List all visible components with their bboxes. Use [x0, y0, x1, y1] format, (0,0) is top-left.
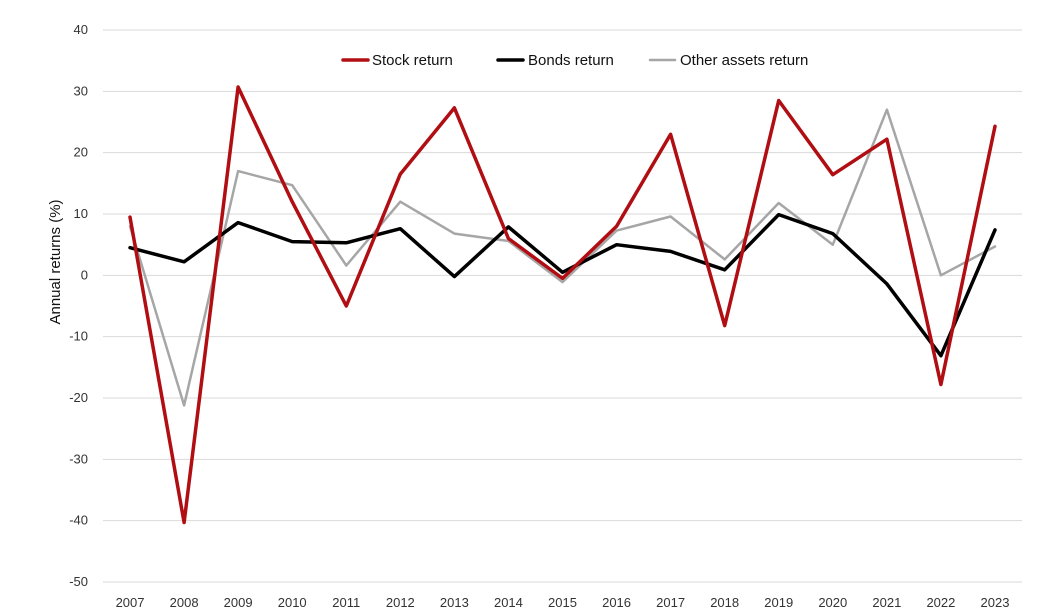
x-tick-label: 2022: [926, 595, 955, 610]
x-tick-label: 2007: [116, 595, 145, 610]
x-tick-label: 2008: [170, 595, 199, 610]
x-tick-label: 2021: [872, 595, 901, 610]
x-tick-label: 2015: [548, 595, 577, 610]
legend-label: Stock return: [372, 52, 453, 69]
y-tick-label: 20: [74, 145, 88, 160]
y-tick-label: 0: [81, 267, 88, 282]
x-tick-label: 2018: [710, 595, 739, 610]
y-axis-tick-labels: 40 30 20 10 0 -10 -20 -30 -40 -50: [69, 22, 88, 589]
y-axis-title: Annual returns (%): [47, 199, 64, 324]
legend: Stock return Bonds return Other assets ret…: [341, 52, 808, 69]
x-tick-label: 2014: [494, 595, 523, 610]
x-tick-label: 2013: [440, 595, 469, 610]
x-tick-label: 2023: [981, 595, 1010, 610]
x-tick-label: 2017: [656, 595, 685, 610]
x-tick-label: 2016: [602, 595, 631, 610]
x-tick-label: 2019: [764, 595, 793, 610]
x-tick-label: 2011: [332, 595, 360, 610]
x-tick-label: 2009: [224, 595, 253, 610]
y-tick-label: -30: [69, 451, 88, 466]
legend-label: Bonds return: [528, 52, 614, 69]
y-tick-label: -20: [69, 390, 88, 405]
y-tick-label: 10: [74, 206, 88, 221]
x-tick-label: 2012: [386, 595, 415, 610]
x-tick-label: 2010: [278, 595, 307, 610]
y-tick-label: 40: [74, 22, 88, 37]
y-tick-label: -40: [69, 513, 88, 528]
series-lines: [128, 85, 997, 525]
series-line-bonds-return: [128, 212, 997, 358]
gridlines: [103, 29, 1022, 583]
series-line-other-assets-return: [128, 108, 997, 407]
y-tick-label: -50: [69, 574, 88, 589]
series-line-stock-return: [128, 85, 997, 525]
legend-label: Other assets return: [680, 52, 808, 69]
x-axis-tick-labels: 2007 2008 2009 2010 2011 2012 2013 2014 2015 2016…: [116, 595, 1010, 610]
x-tick-label: 2020: [818, 595, 847, 610]
y-tick-label: 30: [74, 83, 88, 98]
y-tick-label: -10: [69, 329, 88, 344]
